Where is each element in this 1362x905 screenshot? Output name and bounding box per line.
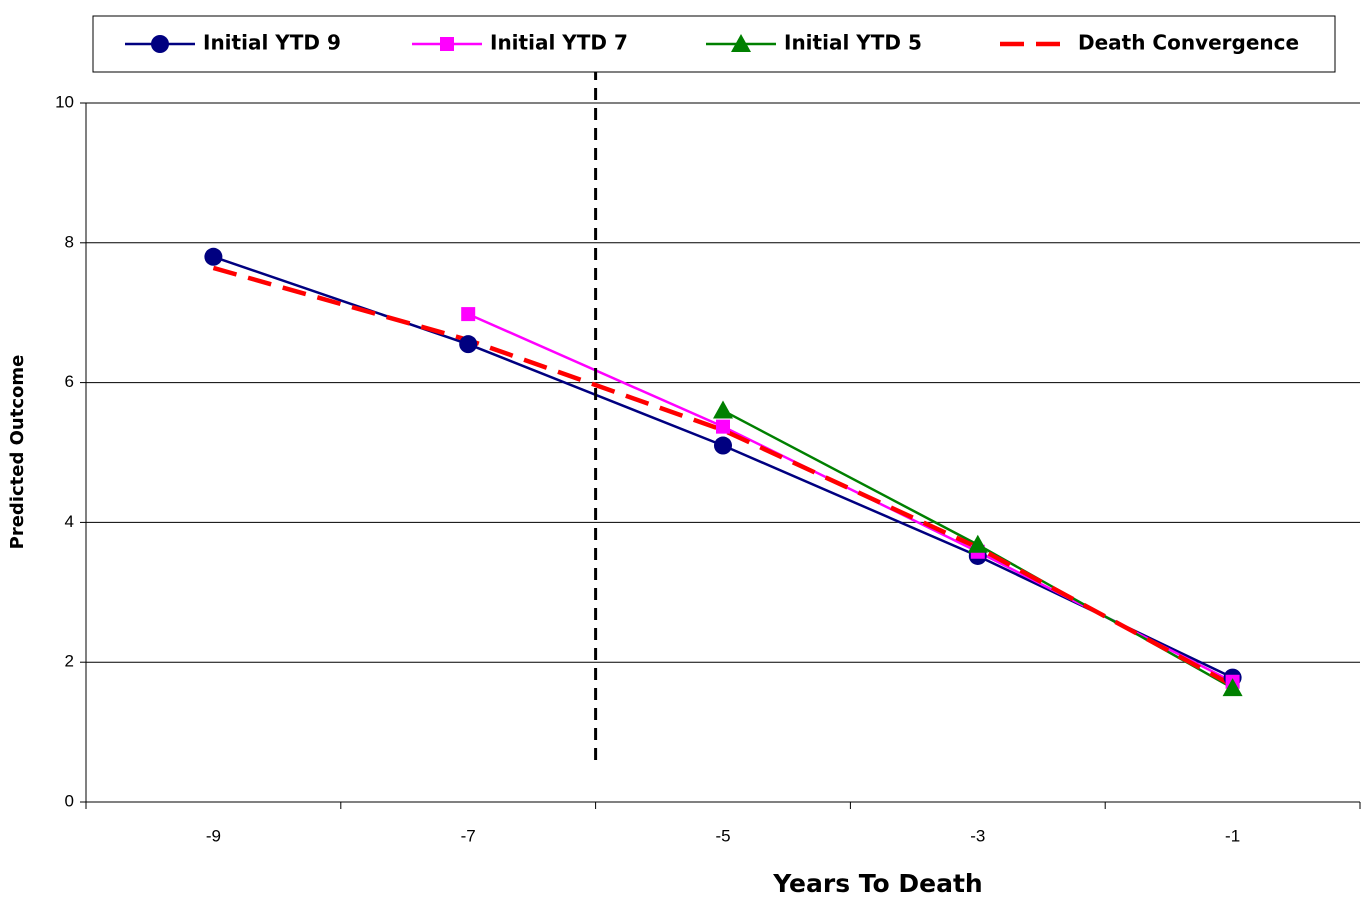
y-axis-label: Predicted Outcome — [7, 355, 28, 550]
marker — [731, 34, 751, 52]
marker — [459, 335, 478, 354]
x-tick-label: -7 — [461, 826, 476, 845]
legend-label: Death Convergence — [1078, 31, 1299, 55]
marker — [204, 247, 223, 266]
marker — [440, 37, 454, 51]
marker — [461, 307, 476, 322]
series-line — [467, 312, 1234, 683]
marker — [1222, 678, 1243, 697]
legend-label: Initial YTD 7 — [490, 31, 628, 55]
y-tick-label: 6 — [65, 372, 74, 391]
series-line — [212, 255, 1234, 679]
marker — [151, 35, 169, 53]
y-tick-label: 8 — [65, 232, 74, 251]
x-tick-label: -3 — [970, 826, 985, 845]
marker — [967, 534, 988, 553]
y-tick-label: 2 — [65, 652, 74, 671]
series-line — [212, 265, 1234, 688]
x-tick-label: -5 — [715, 826, 730, 845]
y-tick-label: 10 — [55, 92, 74, 111]
y-tick-label: 4 — [65, 512, 74, 531]
x-tick-label: -1 — [1225, 826, 1240, 845]
x-tick-label: -9 — [206, 826, 221, 845]
y-tick-label: 0 — [65, 791, 74, 810]
x-axis-label: Years To Death — [772, 869, 983, 898]
marker — [716, 419, 730, 434]
legend-label: Initial YTD 5 — [784, 31, 922, 55]
marker — [713, 400, 733, 419]
legend-label: Initial YTD 9 — [203, 31, 341, 55]
marker — [714, 436, 732, 455]
